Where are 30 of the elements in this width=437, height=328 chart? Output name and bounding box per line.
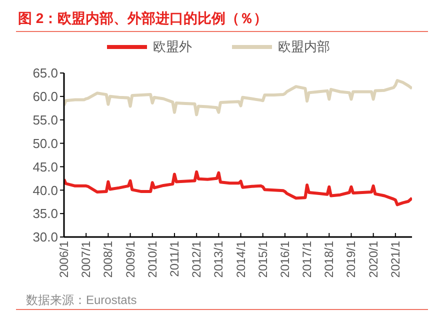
x-tick-label: 2009/1	[123, 240, 138, 278]
x-tick-label: 2014/1	[234, 240, 248, 278]
source-note: 数据来源：Eurostats	[26, 292, 137, 309]
y-tick-label: 40.0	[32, 182, 58, 198]
x-tick-label: 2007/1	[79, 240, 94, 278]
y-tick-label: 45.0	[32, 159, 58, 174]
x-tick-label: 2012/1	[190, 240, 204, 278]
legend-label: 欧盟外	[153, 38, 192, 56]
y-tick-label: 30.0	[32, 230, 58, 245]
legend-label: 欧盟内部	[278, 38, 330, 56]
y-tick-label: 65.0	[32, 66, 58, 81]
x-tick-label: 2015/1	[256, 240, 270, 278]
x-tick-label: 2021/1	[388, 240, 402, 278]
y-tick-label: 35.0	[32, 206, 58, 222]
y-tick-label: 55.0	[32, 112, 58, 128]
x-tick-label: 2018/1	[322, 240, 336, 278]
line-series	[64, 170, 412, 206]
x-tick-label: 2013/1	[212, 240, 226, 278]
x-tick-label: 2019/1	[344, 240, 358, 278]
chart-title: 图 2：欧盟内部、外部进口的比例（％）	[18, 10, 268, 28]
y-tick-label: 50.0	[32, 136, 58, 151]
x-tick-label: 2016/1	[278, 240, 292, 278]
x-tick-label: 2008/1	[101, 240, 116, 278]
x-tick-label: 2006/1	[57, 240, 71, 278]
x-tick-label: 2011/1	[167, 240, 182, 277]
y-tick-label: 60.0	[32, 89, 58, 104]
line-series	[64, 78, 412, 116]
x-tick-label: 2020/1	[366, 240, 380, 278]
x-tick-label: 2017/1	[300, 240, 314, 278]
x-tick-label: 2010/1	[145, 240, 160, 278]
